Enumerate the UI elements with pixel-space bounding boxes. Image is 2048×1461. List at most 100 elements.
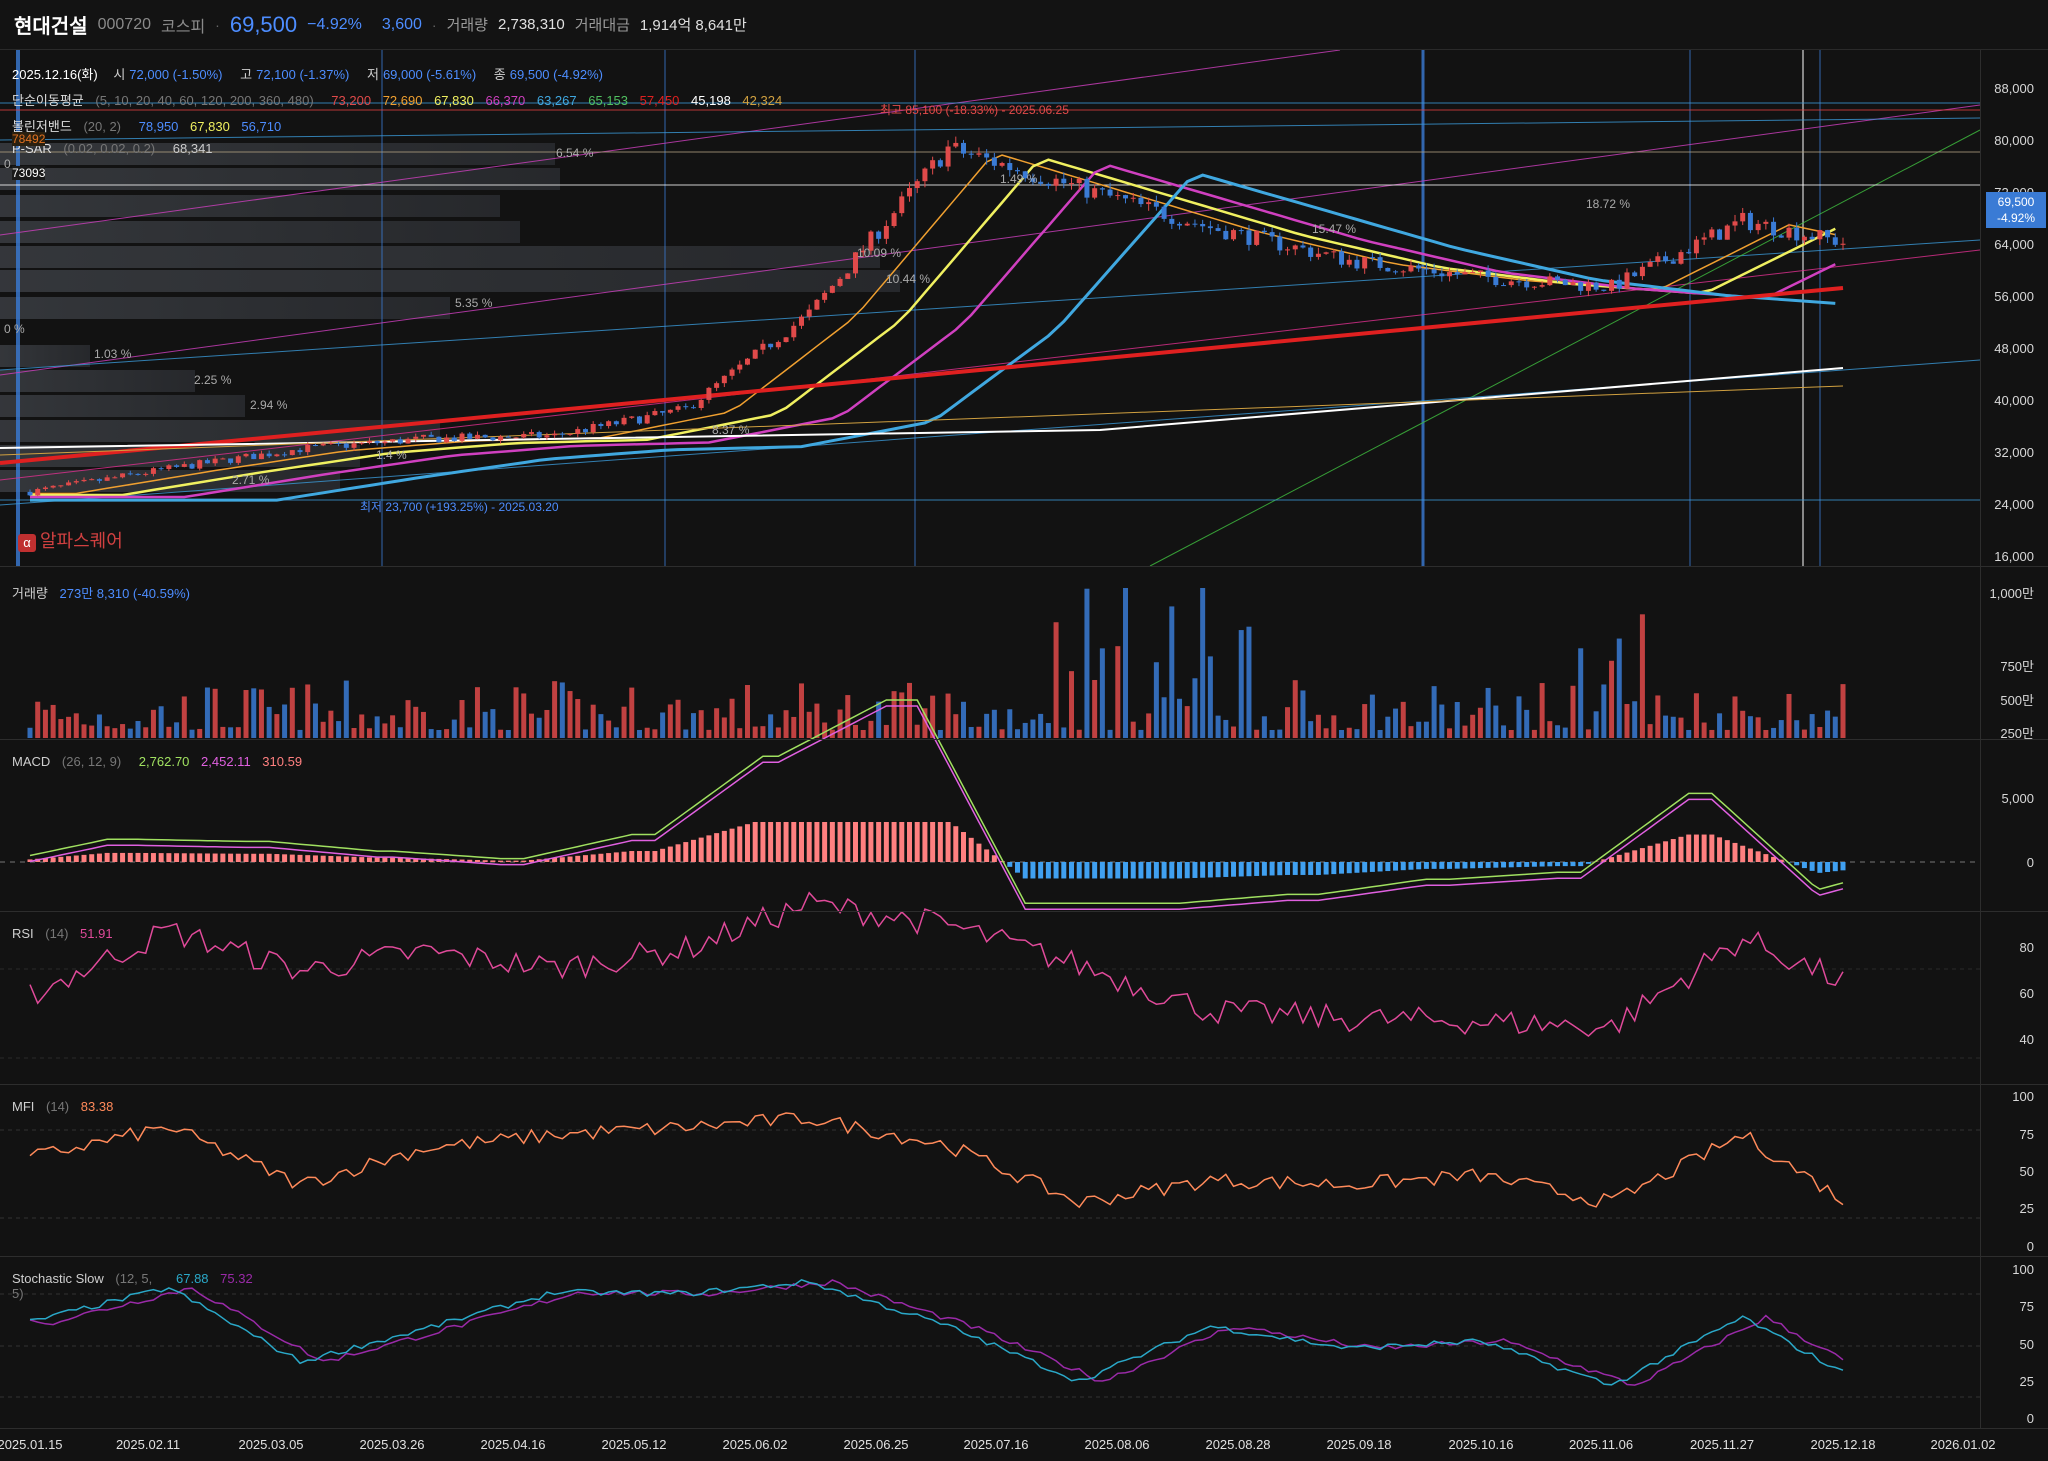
- macd-signal-value: 2,452.11: [201, 754, 251, 769]
- bb-params: (20, 2): [83, 119, 122, 134]
- volume-bar: [312, 703, 318, 738]
- candle-body: [135, 473, 141, 475]
- macd-hist-bar: [590, 854, 596, 862]
- candle-body: [1678, 252, 1684, 264]
- separator: ·: [215, 16, 220, 33]
- stoch-label: Stochastic Slow: [12, 1271, 104, 1286]
- volume-legend[interactable]: 거래량 273만 8,310 (-40.59%): [12, 583, 198, 602]
- macd-hist-bar: [1269, 862, 1275, 876]
- ma-legend[interactable]: 단순이동평균 (5, 10, 20, 40, 60, 120, 200, 360…: [12, 90, 790, 109]
- mfi-legend[interactable]: MFI (14) 83.38: [12, 1099, 121, 1114]
- panel-divider[interactable]: [0, 566, 2048, 567]
- separator: ·: [431, 16, 437, 33]
- macd-hist-bar: [906, 822, 912, 862]
- panel-divider[interactable]: [0, 1084, 2048, 1085]
- volume-bar: [1331, 715, 1337, 738]
- volume-bar: [714, 708, 720, 738]
- candle-body: [1647, 261, 1653, 267]
- candle-body: [158, 468, 164, 470]
- price-chart[interactable]: [0, 50, 2048, 1461]
- volume-bar: [150, 709, 156, 738]
- macd-hist-bar: [1200, 862, 1206, 878]
- amount-value: 1,914억 8,641만: [639, 17, 747, 34]
- macd-hist-bar: [1107, 862, 1113, 879]
- macd-hist-bar: [706, 835, 712, 862]
- macd-hist-bar: [413, 858, 419, 862]
- macd-hist-bar: [582, 855, 588, 862]
- volume-bar: [845, 695, 851, 738]
- candle-body: [945, 146, 951, 167]
- volume-bar: [1400, 701, 1406, 738]
- candle-body: [351, 443, 357, 448]
- rsi-tick: 80: [2019, 940, 2034, 955]
- candle-body: [636, 416, 642, 424]
- volume-tick: 1,000만: [1989, 586, 2035, 601]
- side-label: 73093: [12, 166, 46, 180]
- mfi-value: 83.38: [80, 1099, 114, 1114]
- macd-hist-bar: [359, 857, 365, 862]
- volume-bar: [174, 722, 180, 738]
- macd-hist-bar: [1007, 862, 1013, 867]
- mfi-tick: 100: [2012, 1089, 2034, 1104]
- macd-hist-bar: [1817, 862, 1823, 873]
- open-label: 시: [113, 67, 126, 82]
- stock-name[interactable]: 현대건설: [14, 16, 88, 38]
- volume-bar: [1339, 729, 1345, 738]
- macd-hist-bar: [930, 822, 936, 862]
- ma-params: (5, 10, 20, 40, 60, 120, 200, 360, 480): [95, 93, 314, 108]
- vp-label: 8.37 %: [712, 423, 750, 437]
- low-label: 저: [366, 67, 379, 82]
- ma-value: 45,198: [691, 93, 731, 108]
- macd-hist-bar: [1022, 862, 1028, 879]
- amount-label: 거래대금: [574, 17, 630, 34]
- volume-bar: [204, 687, 210, 738]
- bollinger-legend[interactable]: 볼린저밴드 (20, 2) 78,950 67,830 56,710: [12, 116, 289, 135]
- volume-bar: [42, 709, 48, 738]
- candle-body: [1524, 281, 1530, 288]
- rsi-legend[interactable]: RSI (14) 51.91: [12, 926, 121, 941]
- volume-bar: [181, 696, 187, 738]
- macd-hist-bar: [1416, 862, 1422, 870]
- candle-body: [1007, 163, 1013, 171]
- ma-value: 63,267: [536, 93, 577, 108]
- stoch-legend[interactable]: Stochastic Slow (12, 5, 5): [12, 1271, 162, 1301]
- macd-hist-bar: [390, 857, 396, 862]
- candle-body: [1570, 282, 1576, 286]
- vp-bar: [0, 370, 195, 392]
- ma-value: 42,324: [742, 93, 783, 108]
- macd-hist-bar: [1285, 862, 1291, 875]
- volume-bar: [89, 725, 95, 738]
- vp-bar: [0, 445, 360, 467]
- volume-bar: [1624, 703, 1630, 738]
- panel-divider[interactable]: [0, 1256, 2048, 1257]
- candle-body: [1038, 181, 1044, 184]
- volume-bar: [1369, 694, 1375, 738]
- macd-legend[interactable]: MACD (26, 12, 9) 2,762.70 2,452.11 310.5…: [12, 754, 310, 769]
- macd-hist-bar: [1616, 854, 1622, 862]
- candle-body: [1184, 223, 1190, 226]
- candle-body: [150, 468, 156, 474]
- macd-hist-bar: [1501, 862, 1507, 868]
- candle-body: [1717, 229, 1723, 240]
- volume-bar: [1740, 710, 1746, 738]
- macd-hist-bar: [420, 858, 426, 862]
- rsi-params: (14): [45, 926, 69, 941]
- candle-body: [737, 364, 743, 370]
- candle-body: [768, 343, 774, 348]
- macd-hist-bar: [675, 844, 681, 862]
- macd-hist-bar: [235, 853, 241, 862]
- macd-hist-bar: [1578, 862, 1584, 867]
- macd-hist-bar: [112, 852, 118, 862]
- macd-hist-bar: [482, 860, 488, 862]
- macd-hist-bar: [1840, 862, 1846, 871]
- macd-label: MACD: [12, 754, 51, 769]
- change-amount: 3,600: [381, 15, 422, 33]
- volume-bar: [1169, 606, 1175, 738]
- macd-hist-bar: [968, 837, 974, 862]
- volume-bar: [706, 729, 712, 738]
- panel-divider[interactable]: [0, 739, 2048, 740]
- candle-body: [598, 423, 604, 427]
- bb-upper: 78,950: [138, 119, 179, 134]
- candle-body: [1092, 188, 1098, 198]
- panel-divider[interactable]: [0, 911, 2048, 912]
